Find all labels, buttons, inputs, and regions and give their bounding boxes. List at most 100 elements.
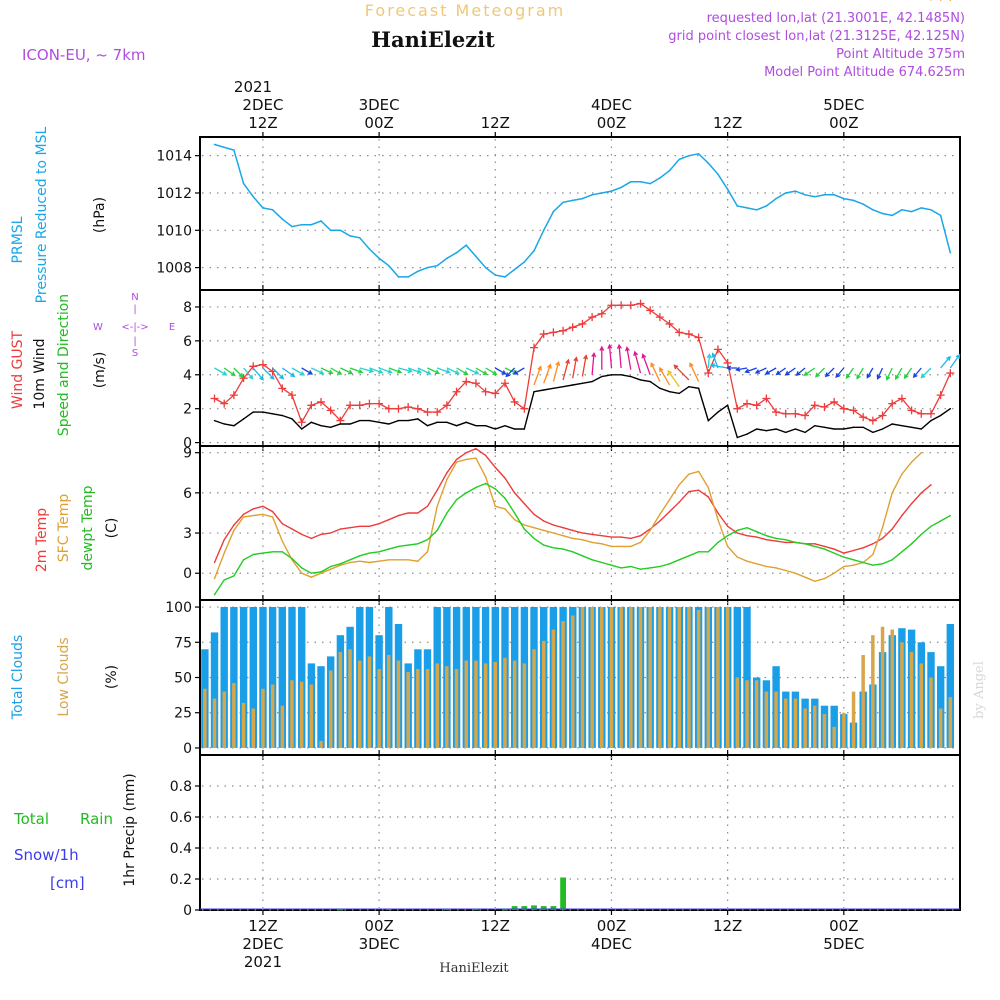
wind-10m-point bbox=[533, 391, 535, 393]
rain-bar bbox=[521, 906, 528, 910]
low-cloud-bar bbox=[803, 708, 807, 748]
temp-sfc-point bbox=[630, 545, 632, 548]
temperature-panel: 0 3 6 9 bbox=[183, 0, 961, 605]
wind-10m-point bbox=[572, 384, 574, 386]
low-cloud-bar bbox=[435, 663, 439, 748]
total-cloud-bar bbox=[220, 607, 228, 748]
wind-gust-point bbox=[772, 408, 781, 417]
wind-direction-arrow bbox=[641, 353, 651, 376]
temp-sfc-point bbox=[843, 565, 845, 568]
temp-2m-point bbox=[891, 528, 893, 530]
clouds-ytick-label: 0 bbox=[183, 741, 192, 757]
precip-frame bbox=[199, 754, 961, 911]
temp-sfc-point bbox=[475, 457, 477, 459]
temp-sfc-point bbox=[465, 458, 467, 461]
prmsl-point bbox=[475, 255, 477, 258]
temp-dew-point bbox=[291, 557, 293, 560]
wind-gust-point bbox=[646, 306, 655, 315]
wind-10m-point bbox=[852, 426, 855, 429]
temp-2m-point bbox=[320, 533, 322, 536]
low-cloud-bar bbox=[396, 660, 401, 748]
prmsl-point bbox=[862, 203, 864, 205]
wind-direction-arrow bbox=[378, 367, 393, 374]
temp-sfc-point bbox=[707, 486, 709, 489]
low-cloud-bar bbox=[329, 670, 333, 748]
rain-bar bbox=[444, 909, 450, 911]
wind-10m-point bbox=[939, 414, 942, 417]
wind-10m-point bbox=[736, 436, 739, 439]
prmsl-point bbox=[387, 264, 390, 267]
wind-gust-point bbox=[820, 403, 829, 411]
temp-dew-point bbox=[678, 559, 680, 561]
temperature-frame bbox=[199, 445, 961, 601]
temp-sfc-point bbox=[320, 572, 322, 574]
temp-sfc-point bbox=[223, 552, 225, 554]
top-axis-time-label: 12Z bbox=[713, 114, 742, 132]
temp-sfc-point bbox=[426, 551, 429, 553]
low-cloud-bar bbox=[222, 691, 226, 748]
wind-10m-point bbox=[726, 404, 729, 407]
wind-10m-point bbox=[252, 411, 254, 413]
temp-sfc-point bbox=[901, 473, 903, 475]
wind-ytick-label: 0 bbox=[183, 436, 192, 452]
temp-sfc-point bbox=[823, 577, 826, 580]
temp-sfc-point bbox=[542, 529, 545, 532]
wind-10m-point bbox=[717, 411, 719, 413]
temp-dew-point bbox=[639, 568, 642, 570]
wind-speed-dir-label: Speed and Direction bbox=[56, 294, 72, 436]
prmsl-line bbox=[214, 143, 952, 278]
temp-sfc-point bbox=[765, 565, 768, 568]
temp-sfc-point bbox=[930, 0, 932, 1]
prmsl-point bbox=[901, 208, 903, 211]
total-cloud-bar bbox=[288, 607, 296, 748]
wind-10m-label: 10m Wind bbox=[32, 338, 48, 409]
temp-dew-point bbox=[630, 565, 632, 568]
temp-2m-point bbox=[920, 492, 922, 494]
wind-gust-point bbox=[830, 397, 839, 406]
wind-gust-point bbox=[868, 416, 877, 425]
temp-sfc-point bbox=[455, 461, 458, 463]
temp-sfc-point bbox=[881, 526, 884, 529]
wind-10m-point bbox=[513, 428, 516, 430]
temp-2m-point bbox=[852, 549, 855, 552]
compass-north-arrow: | bbox=[133, 304, 136, 315]
wind-direction-arrow bbox=[876, 367, 884, 380]
prmsl-point bbox=[494, 274, 497, 276]
temp-dew-point bbox=[581, 555, 584, 557]
temp-dew-point bbox=[688, 555, 690, 557]
temp-sfc-point bbox=[814, 580, 816, 582]
temp-2m-point bbox=[542, 520, 545, 522]
low-cloud-bar bbox=[512, 660, 517, 748]
wind-gust-point bbox=[239, 374, 248, 383]
wind-10m-point bbox=[678, 392, 680, 395]
temp-sfc-label: SFC Temp bbox=[56, 494, 72, 563]
pressure-panel: 1008 1010 1012 1014 bbox=[156, 132, 961, 295]
pressure-unit-label: (hPa) bbox=[92, 197, 108, 233]
temp-sfc-point bbox=[746, 560, 748, 562]
wind-10m-point bbox=[562, 385, 564, 388]
temp-2m-point bbox=[252, 508, 254, 510]
requested-coords: requested lon,lat (21.3001E, 42.1485N) bbox=[707, 11, 965, 26]
wind-direction-arrow bbox=[311, 367, 325, 375]
temp-dew-point bbox=[310, 572, 313, 574]
wind-10m-point bbox=[630, 375, 632, 378]
temp-2m-point bbox=[397, 514, 400, 517]
temp-dew-point bbox=[668, 563, 671, 565]
temp-sfc-point bbox=[330, 568, 332, 570]
low-cloud-bar bbox=[609, 607, 614, 748]
wind-direction-arrow bbox=[735, 366, 748, 372]
temp-2m-point bbox=[823, 545, 826, 548]
low-cloud-bar bbox=[629, 607, 633, 748]
temp-sfc-point bbox=[620, 545, 622, 548]
temp-dew-point bbox=[765, 535, 768, 537]
prmsl-point bbox=[417, 270, 419, 273]
wind-direction-arrow bbox=[533, 365, 542, 386]
prmsl-point bbox=[378, 257, 380, 260]
wind-direction-arrow bbox=[949, 353, 961, 369]
wind-direction-arrow bbox=[369, 367, 384, 374]
wind-gust-point bbox=[481, 387, 490, 396]
top-axis-date-label: 4DEC bbox=[591, 96, 632, 114]
temp-2m-point bbox=[910, 502, 913, 505]
wind-direction-arrow bbox=[920, 367, 932, 379]
